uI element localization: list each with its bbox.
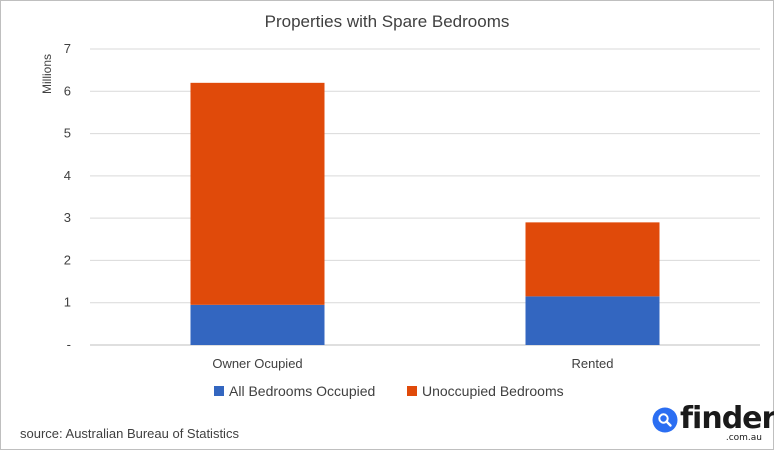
legend-swatch (214, 386, 224, 396)
y-tick-label: 7 (64, 41, 71, 56)
x-axis-ticks: Owner Ocupied Rented (212, 356, 613, 371)
legend-label: Unoccupied Bedrooms (422, 383, 564, 399)
y-tick-label: 5 (64, 126, 71, 141)
bar-unoccupied-0 (190, 82, 325, 305)
x-tick-label: Rented (572, 356, 614, 371)
y-tick-label: 1 (64, 295, 71, 310)
bar-occupied-1 (525, 296, 660, 345)
y-tick-label: 6 (64, 83, 71, 98)
y-tick-label: 3 (64, 210, 71, 225)
y-tick-label: 2 (64, 252, 71, 267)
y-axis-ticks: - 1 2 3 4 5 6 7 (64, 41, 71, 352)
y-axis-label: Millions (40, 54, 54, 94)
bar-occupied-0 (190, 304, 325, 345)
search-icon (652, 407, 678, 433)
y-tick-label: 4 (64, 168, 71, 183)
legend-label: All Bedrooms Occupied (229, 383, 375, 399)
legend-swatch (407, 386, 417, 396)
legend: All Bedrooms Occupied Unoccupied Bedrooms (214, 383, 564, 399)
y-tick-label: - (67, 337, 71, 352)
logo-wordmark: finder (680, 401, 774, 436)
x-tick-label: Owner Ocupied (212, 356, 302, 371)
finder-logo: finder .com.au (652, 401, 774, 445)
chart-title: Properties with Spare Bedrooms (265, 12, 510, 31)
bar-unoccupied-1 (525, 222, 660, 297)
bars (190, 82, 660, 345)
source-note: source: Australian Bureau of Statistics (20, 426, 239, 441)
logo-domain: .com.au (725, 433, 762, 443)
